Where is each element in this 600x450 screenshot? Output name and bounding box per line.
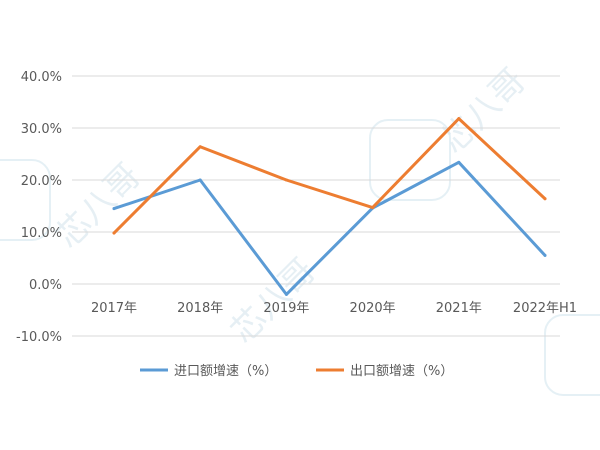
data-point	[198, 178, 202, 182]
data-point	[543, 253, 547, 257]
legend-label: 出口额增速（%）	[350, 364, 453, 379]
data-point	[457, 117, 461, 121]
y-tick-label: 0.0%	[29, 278, 62, 293]
x-tick-label: 2022年H1	[513, 301, 577, 316]
data-point	[543, 197, 547, 201]
y-tick-label: -10.0%	[16, 330, 62, 345]
series-line-import	[112, 160, 547, 296]
gridlines	[72, 75, 560, 337]
data-point	[284, 292, 288, 296]
x-tick-label: 2020年	[350, 301, 396, 316]
series-layer	[112, 117, 547, 296]
x-tick-label: 2017年	[91, 301, 137, 316]
data-point	[371, 206, 375, 210]
y-tick-label: 40.0%	[21, 70, 62, 85]
data-point	[112, 231, 116, 235]
data-point	[457, 160, 461, 164]
y-tick-label: 20.0%	[21, 174, 62, 189]
watermark-text-left: 芯八哥	[48, 156, 148, 256]
y-axis: -10.0% 0.0% 10.0% 20.0% 30.0% 40.0%	[16, 70, 62, 345]
legend: 进口额增速（%） 出口额增速（%）	[140, 364, 453, 379]
series-line-export	[112, 117, 547, 235]
x-tick-label: 2019年	[263, 301, 309, 316]
watermark-logo-mid	[369, 119, 451, 201]
x-tick-label: 2018年	[177, 301, 223, 316]
data-point	[284, 178, 288, 182]
y-tick-label: 10.0%	[21, 226, 62, 241]
watermark-logo-left	[0, 159, 51, 241]
watermark-layer: 芯八哥 芯八哥 芯八哥	[0, 61, 600, 396]
x-axis: 2017年 2018年 2019年 2020年 2021年 2022年H1	[91, 301, 577, 316]
watermark-logo-right	[544, 314, 600, 396]
data-point	[112, 207, 116, 211]
y-tick-label: 30.0%	[21, 122, 62, 137]
x-tick-label: 2021年	[436, 301, 482, 316]
legend-label: 进口额增速（%）	[174, 364, 277, 379]
data-point	[198, 145, 202, 149]
